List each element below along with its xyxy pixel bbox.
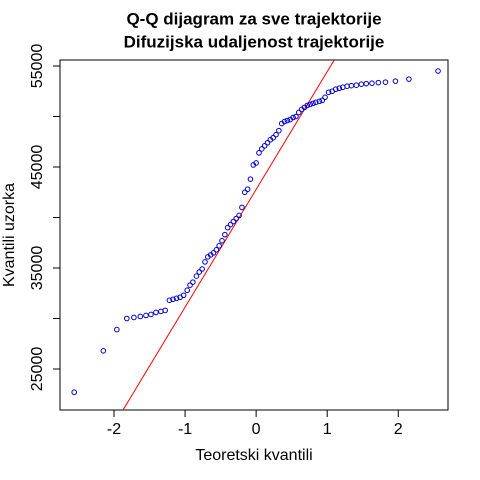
plot-area bbox=[71, 60, 441, 410]
x-tick-label: -1 bbox=[178, 421, 192, 438]
x-tick-label: 0 bbox=[252, 421, 261, 438]
data-point bbox=[325, 89, 332, 96]
data-point bbox=[369, 80, 375, 86]
data-point bbox=[293, 113, 299, 120]
data-point bbox=[406, 76, 412, 82]
data-point bbox=[241, 189, 248, 196]
y-tick-label: 25000 bbox=[29, 347, 46, 392]
data-point bbox=[253, 160, 259, 166]
data-point bbox=[236, 212, 242, 219]
data-point bbox=[123, 315, 130, 322]
data-point bbox=[281, 118, 288, 125]
data-point bbox=[261, 142, 268, 149]
data-point bbox=[222, 231, 228, 238]
data-point bbox=[392, 78, 399, 84]
data-point bbox=[170, 296, 176, 303]
y-tick-label: 55000 bbox=[29, 44, 46, 89]
data-point bbox=[336, 85, 343, 92]
data-point bbox=[216, 242, 222, 249]
x-tick-label: -2 bbox=[107, 421, 121, 438]
data-point bbox=[193, 273, 200, 279]
data-point bbox=[290, 114, 296, 121]
data-point bbox=[219, 237, 225, 244]
reference-line bbox=[122, 60, 335, 410]
plot-frame bbox=[59, 59, 449, 411]
data-point bbox=[224, 224, 231, 231]
data-point bbox=[273, 131, 279, 138]
y-tick-label: 35000 bbox=[29, 246, 46, 291]
data-point bbox=[173, 295, 180, 302]
data-point bbox=[358, 81, 365, 87]
data-point bbox=[264, 139, 271, 146]
data-point bbox=[190, 279, 196, 285]
data-point bbox=[363, 80, 370, 87]
data-point bbox=[256, 150, 262, 156]
data-point bbox=[196, 269, 203, 275]
data-point bbox=[162, 307, 168, 314]
data-point bbox=[199, 266, 205, 272]
data-point bbox=[100, 348, 107, 354]
data-point bbox=[187, 282, 193, 288]
data-point bbox=[114, 326, 120, 333]
data-point bbox=[295, 109, 302, 116]
y-axis-label: Kvantili uzorka bbox=[1, 183, 18, 287]
chart-title: Q-Q dijagram za sve trajektorije bbox=[126, 9, 381, 28]
data-point bbox=[322, 94, 328, 101]
data-point bbox=[247, 176, 254, 182]
data-point bbox=[213, 247, 220, 253]
data-point bbox=[131, 314, 137, 321]
data-point bbox=[375, 79, 382, 86]
data-point bbox=[353, 82, 360, 88]
data-point bbox=[202, 259, 208, 265]
data-point bbox=[259, 146, 265, 152]
data-point bbox=[166, 297, 173, 304]
data-point bbox=[180, 292, 187, 299]
data-point bbox=[276, 127, 282, 134]
data-point bbox=[307, 101, 313, 108]
data-point bbox=[244, 186, 251, 193]
data-point bbox=[153, 309, 159, 316]
data-point bbox=[319, 97, 326, 104]
data-point bbox=[148, 311, 154, 318]
data-point bbox=[71, 389, 78, 396]
data-point bbox=[270, 134, 276, 141]
data-point bbox=[435, 68, 441, 74]
data-point bbox=[332, 86, 339, 93]
data-point bbox=[184, 287, 191, 294]
data-point bbox=[143, 312, 149, 319]
data-point bbox=[210, 250, 217, 256]
chart-subtitle: Difuzijska udaljenost trajektorije bbox=[124, 32, 385, 51]
data-point bbox=[227, 221, 234, 228]
data-point bbox=[230, 218, 237, 225]
data-point bbox=[316, 98, 323, 105]
data-point bbox=[137, 313, 144, 320]
data-point bbox=[284, 117, 291, 124]
data-point bbox=[310, 100, 316, 107]
y-tick-label: 45000 bbox=[29, 145, 46, 190]
x-tick-label: 1 bbox=[323, 421, 332, 438]
x-axis-label: Teoretski kvantili bbox=[195, 447, 312, 464]
x-tick-label: 2 bbox=[394, 421, 403, 438]
data-point bbox=[304, 102, 311, 109]
data-point bbox=[313, 99, 319, 106]
data-point bbox=[233, 215, 240, 222]
data-point bbox=[239, 204, 245, 211]
data-point bbox=[382, 79, 389, 85]
